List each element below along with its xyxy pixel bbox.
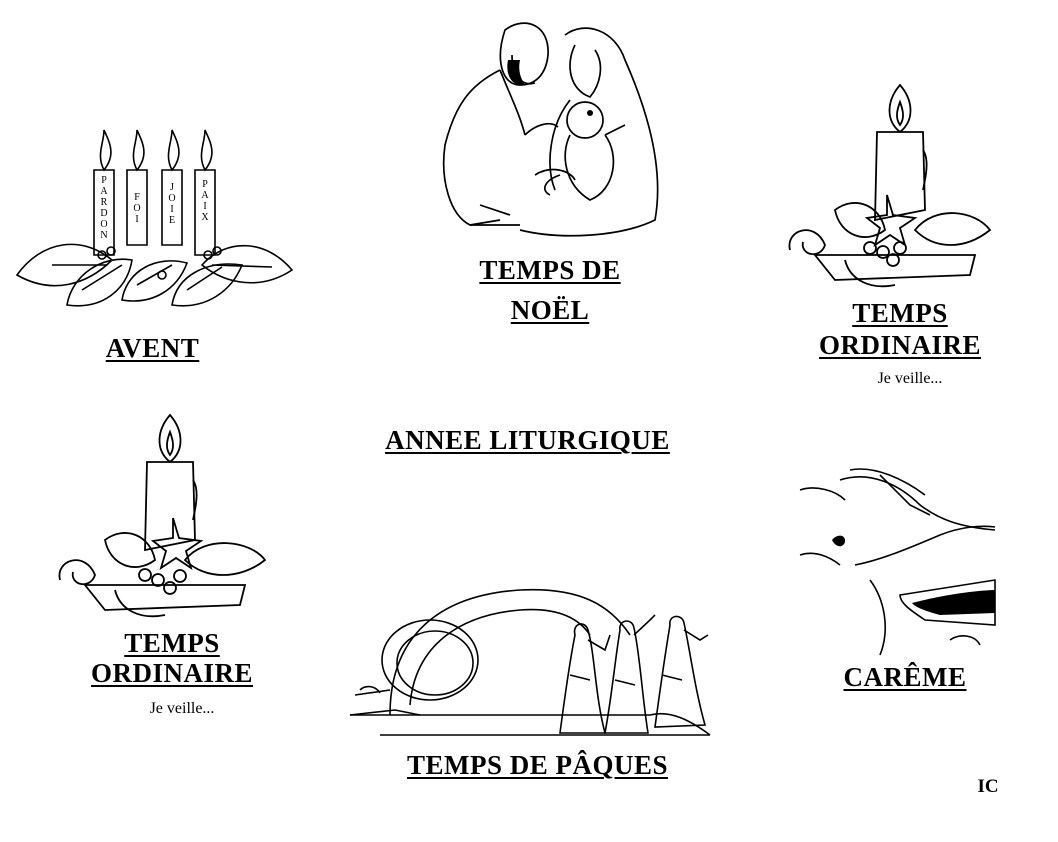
svg-text:FOI: FOI	[133, 192, 140, 225]
ash-cross-icon	[800, 465, 1000, 660]
ordinaire2-title-line2: ORDINAIRE	[90, 658, 254, 688]
ordinaire1-note: Je veille...	[877, 370, 943, 387]
ordinaire2-note: Je veille...	[149, 700, 215, 717]
author-initials: IC	[977, 776, 999, 797]
avent-title: AVENT	[105, 333, 200, 363]
noel-title-line1: TEMPS DE	[479, 255, 621, 285]
noel-title-line2: NOËL	[510, 295, 590, 325]
empty-tomb-icon	[350, 575, 720, 755]
candle-holly-icon	[45, 410, 270, 630]
paques-title: TEMPS DE PÂQUES	[406, 750, 669, 780]
candle-holly-icon	[775, 80, 995, 300]
ordinaire1-title-line1: TEMPS	[852, 298, 948, 328]
ordinaire1-title-line2: ORDINAIRE	[818, 330, 982, 360]
careme-title: CARÊME	[843, 662, 967, 692]
ordinaire2-title-line1: TEMPS	[124, 628, 220, 658]
page-title: ANNEE LITURGIQUE	[385, 425, 670, 455]
nativity-icon	[440, 15, 665, 240]
